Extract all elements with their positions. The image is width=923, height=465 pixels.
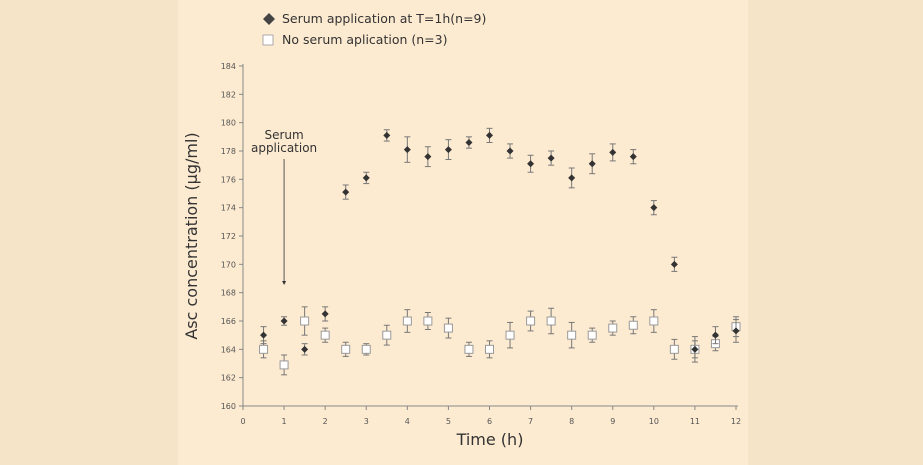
data-point-diamond bbox=[588, 160, 596, 168]
data-point-diamond bbox=[547, 154, 555, 162]
data-point-square bbox=[361, 344, 371, 354]
data-point-square bbox=[300, 316, 310, 326]
x-tick-label: 2 bbox=[323, 417, 328, 426]
y-tick-label: 176 bbox=[221, 175, 236, 184]
serum-annotation: Serum application bbox=[251, 128, 317, 285]
data-point-square bbox=[423, 316, 433, 326]
data-point-square bbox=[628, 320, 638, 330]
data-point-square bbox=[546, 316, 556, 326]
data-point-diamond bbox=[527, 160, 535, 168]
y-tick-label: 182 bbox=[221, 90, 236, 99]
data-point-diamond bbox=[260, 331, 268, 339]
x-tick-label: 10 bbox=[649, 417, 659, 426]
data-point-square bbox=[587, 330, 597, 340]
y-tick-label: 178 bbox=[221, 147, 236, 156]
data-point-square bbox=[669, 344, 679, 354]
x-tick-label: 0 bbox=[240, 417, 245, 426]
annotation-line1: Serum bbox=[264, 128, 303, 142]
data-point-square bbox=[526, 316, 536, 326]
x-tick-label: 3 bbox=[364, 417, 369, 426]
series-diamond bbox=[260, 127, 740, 363]
x-tick-label: 11 bbox=[690, 417, 700, 426]
data-point-square bbox=[649, 316, 659, 326]
data-point-diamond bbox=[383, 131, 391, 139]
data-point-square bbox=[382, 330, 392, 340]
y-axis-label: Asc concentration (μg/ml) bbox=[182, 132, 201, 339]
data-point-diamond bbox=[444, 146, 452, 154]
y-tick-label: 164 bbox=[221, 345, 236, 354]
x-tick-label: 1 bbox=[282, 417, 287, 426]
x-tick-label: 6 bbox=[487, 417, 492, 426]
y-tick-label: 180 bbox=[221, 119, 236, 128]
x-tick-label: 12 bbox=[731, 417, 741, 426]
data-point-square bbox=[567, 330, 577, 340]
y-tick-label: 160 bbox=[221, 402, 236, 411]
data-point-diamond bbox=[732, 327, 740, 335]
data-point-diamond bbox=[568, 174, 576, 182]
data-point-diamond bbox=[342, 188, 350, 196]
data-point-diamond bbox=[424, 153, 432, 161]
data-point-square bbox=[341, 344, 351, 354]
data-point-square bbox=[505, 330, 515, 340]
data-point-diamond bbox=[506, 147, 514, 155]
data-point-diamond bbox=[486, 131, 493, 139]
data-point-diamond bbox=[650, 204, 658, 212]
arrow-head-icon bbox=[282, 281, 287, 285]
legend-label-no-serum: No serum aplication (n=3) bbox=[282, 32, 447, 47]
data-point-square bbox=[320, 330, 330, 340]
x-tick-label: 7 bbox=[528, 417, 533, 426]
legend-diamond-marker bbox=[263, 13, 275, 25]
data-point-square bbox=[443, 323, 453, 333]
legend: Serum application at T=1h(n=9) No serum … bbox=[262, 11, 486, 47]
data-point-diamond bbox=[301, 345, 309, 353]
data-point-diamond bbox=[465, 139, 473, 146]
y-tick-label: 170 bbox=[221, 260, 236, 269]
x-tick-label: 4 bbox=[405, 417, 410, 426]
x-tick-label: 9 bbox=[610, 417, 615, 426]
data-point-diamond bbox=[629, 153, 637, 161]
data-point-square bbox=[259, 344, 269, 354]
data-point-diamond bbox=[609, 148, 617, 156]
data-point-square bbox=[608, 323, 618, 333]
y-tick-label: 162 bbox=[221, 374, 236, 383]
y-tick-label: 168 bbox=[221, 289, 236, 298]
data-point-diamond bbox=[321, 310, 329, 318]
data-point-square bbox=[485, 344, 494, 354]
data-point-diamond bbox=[403, 146, 411, 154]
data-point-square bbox=[464, 344, 474, 354]
y-tick-label: 172 bbox=[221, 232, 236, 241]
y-tick-label: 166 bbox=[221, 317, 236, 326]
data-point-diamond bbox=[280, 317, 288, 325]
axes: 0 1 2 3 4 5 6 7 8 9 10 11 12160162164166168170172174… bbox=[221, 62, 741, 426]
data-point-diamond bbox=[362, 174, 370, 182]
data-point-square bbox=[279, 360, 289, 370]
chart-panel bbox=[178, 0, 748, 465]
data-point-square bbox=[402, 316, 412, 326]
y-tick-label: 184 bbox=[221, 62, 236, 71]
data-marks bbox=[259, 127, 741, 376]
data-point-diamond bbox=[670, 260, 678, 268]
data-point-diamond bbox=[691, 345, 699, 353]
annotation-line2: application bbox=[251, 141, 317, 155]
y-tick-label: 174 bbox=[221, 204, 236, 213]
data-point-diamond bbox=[711, 331, 719, 339]
legend-label-serum: Serum application at T=1h(n=9) bbox=[282, 11, 486, 26]
x-tick-label: 8 bbox=[569, 417, 574, 426]
x-tick-label: 5 bbox=[446, 417, 451, 426]
x-axis-label: Time (h) bbox=[456, 430, 524, 449]
series-square bbox=[259, 306, 741, 376]
legend-square-marker bbox=[262, 34, 274, 46]
